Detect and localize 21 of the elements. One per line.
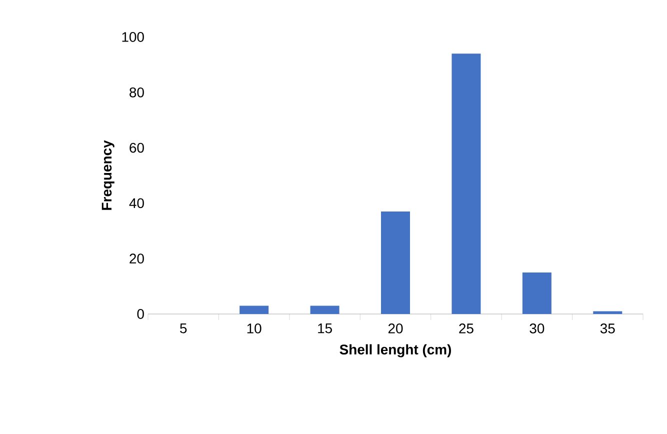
x-tick-label: 25 bbox=[459, 324, 474, 334]
y-tick-label: 20 bbox=[130, 254, 144, 264]
bar bbox=[310, 306, 340, 314]
y-tick-label: 0 bbox=[137, 309, 144, 319]
bar bbox=[452, 54, 481, 314]
x-tick-label: 15 bbox=[318, 324, 332, 334]
bar bbox=[381, 212, 410, 314]
x-tick-label: 5 bbox=[180, 324, 187, 334]
bar bbox=[522, 272, 552, 314]
y-tick-label: 40 bbox=[129, 198, 144, 208]
x-axis-title: Shell lenght (cm) bbox=[340, 344, 451, 358]
y-tick-label: 80 bbox=[130, 87, 144, 98]
y-tick-label: 100 bbox=[122, 32, 144, 42]
y-axis-title: Frequency bbox=[102, 140, 114, 210]
y-tick-label: 60 bbox=[130, 142, 144, 153]
x-tick-label: 35 bbox=[600, 324, 615, 334]
x-tick-label: 30 bbox=[530, 324, 544, 334]
x-tick-label: 10 bbox=[247, 324, 262, 334]
bar bbox=[240, 306, 269, 314]
x-tick-label: 20 bbox=[388, 324, 403, 334]
bar bbox=[593, 311, 622, 314]
